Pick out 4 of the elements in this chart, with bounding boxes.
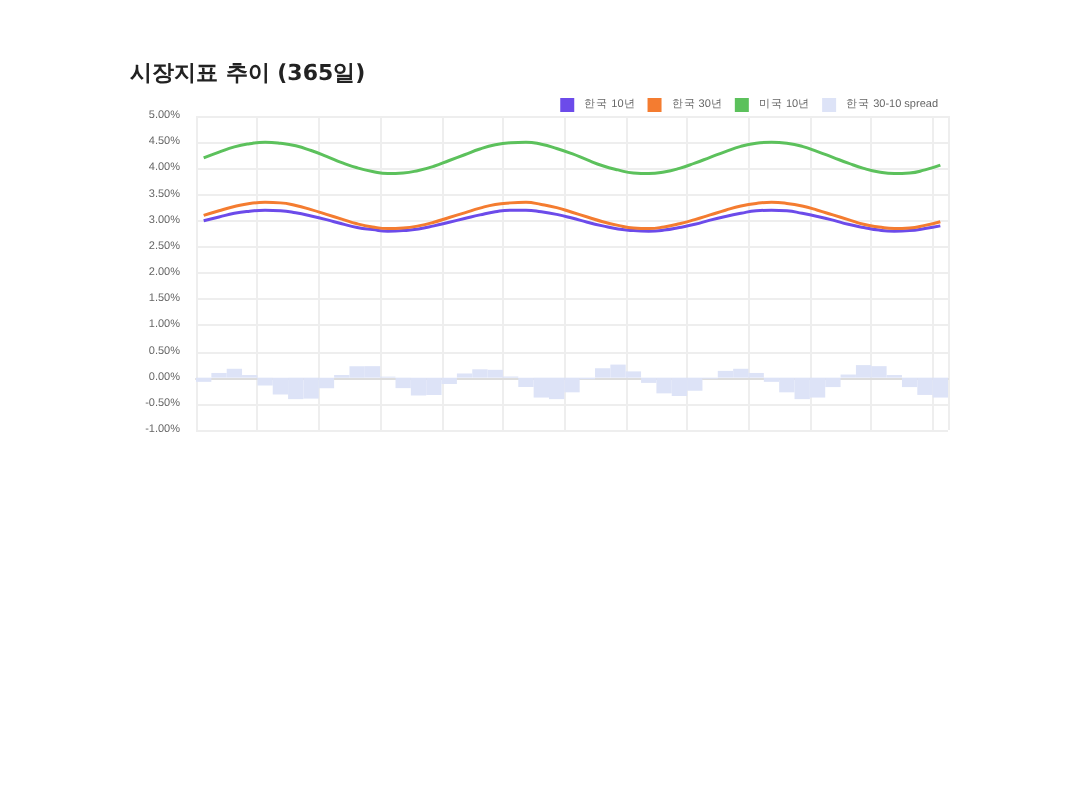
line-series: [202, 200, 942, 231]
chart-title: 시장지표 추이 (365일): [130, 60, 366, 86]
line-series: [202, 208, 942, 233]
line-series: [202, 140, 942, 176]
